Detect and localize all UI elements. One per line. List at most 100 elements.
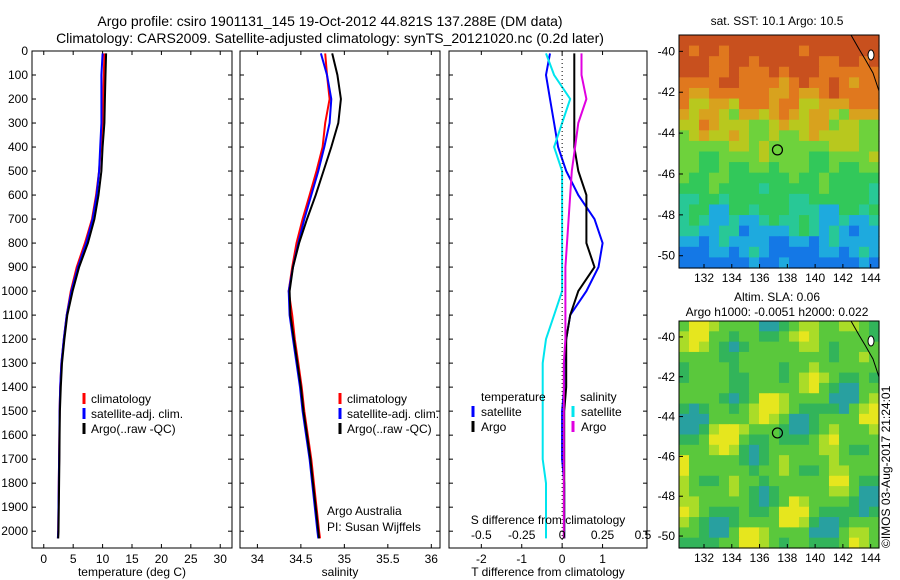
map-cell <box>829 35 840 47</box>
y-tick-label: 0 <box>21 44 28 58</box>
x-tick-label: 0 <box>40 552 47 566</box>
map-cell <box>699 496 710 508</box>
map-cell <box>779 151 790 163</box>
map-cell <box>839 66 850 78</box>
map-cell <box>739 98 750 110</box>
map-cell <box>799 77 810 89</box>
difference-panel: -2 -1 0 1T difference from climatology tempe… <box>448 50 652 579</box>
map-cell <box>689 372 700 384</box>
map-cell <box>769 87 780 100</box>
map-cell <box>709 204 720 216</box>
map-cell <box>809 204 820 216</box>
map-cell <box>679 403 690 415</box>
map-cell <box>699 183 710 195</box>
map-cell <box>689 119 700 131</box>
map-cell <box>739 382 750 394</box>
y-tick-label: 2000 <box>1 524 28 538</box>
map-cell <box>839 172 850 184</box>
map-cell <box>839 372 850 384</box>
map-cell <box>869 351 880 363</box>
map-cell <box>869 506 880 518</box>
map-cell <box>779 45 790 57</box>
map-cell <box>789 527 800 539</box>
legend-label: satellite-adj. clim. <box>91 407 183 421</box>
map-cell <box>869 225 880 237</box>
map-cell <box>749 215 760 227</box>
map-cell <box>859 119 870 131</box>
map-cell <box>819 204 830 216</box>
map-cell <box>679 215 690 227</box>
map-cell <box>819 475 830 487</box>
map-cell <box>849 151 860 163</box>
map-cell <box>779 183 790 195</box>
map-cell <box>859 455 870 467</box>
map-cell <box>679 183 690 195</box>
map-cell <box>739 246 750 259</box>
map-cell <box>869 140 880 153</box>
map-cell <box>749 236 760 248</box>
map-cell <box>769 172 780 184</box>
y-tick-label: 1100 <box>2 308 28 322</box>
map-cell <box>739 172 750 184</box>
map-cell <box>809 382 820 394</box>
map-cell <box>859 341 870 353</box>
map-cell <box>789 151 800 163</box>
map-cell <box>749 434 760 446</box>
map-cell <box>719 45 730 57</box>
map-cell <box>869 362 880 374</box>
map-cell <box>839 246 850 259</box>
map-cell <box>729 77 740 89</box>
map-cell <box>689 434 700 446</box>
map-cell <box>869 403 880 415</box>
map-cell <box>869 56 880 68</box>
map-cell <box>859 496 870 508</box>
map-cell <box>809 225 820 237</box>
map-cell <box>699 413 710 425</box>
map-cell <box>869 475 880 487</box>
map-cell <box>799 257 810 269</box>
map-cell <box>699 403 710 415</box>
map-cell <box>699 56 710 68</box>
map-cell <box>809 109 820 121</box>
map-cell <box>829 236 840 248</box>
secondary-tick-label: 0 <box>559 528 566 542</box>
map-cell <box>819 331 830 343</box>
y-tick-label: 1800 <box>1 476 28 490</box>
map-cell <box>799 35 810 47</box>
map-cell <box>709 246 720 259</box>
map-cell <box>699 45 710 57</box>
map-cell <box>849 56 860 68</box>
map-cell <box>829 496 840 508</box>
map-cell <box>719 215 730 227</box>
map-cell <box>869 119 880 131</box>
map-cell <box>749 465 760 477</box>
map-cell <box>839 527 850 539</box>
map-cell <box>779 424 790 436</box>
map-cell <box>719 87 730 100</box>
map-cell <box>709 77 720 89</box>
x-tick-label: 140 <box>805 271 825 285</box>
map-cell <box>749 140 760 153</box>
series-line <box>563 53 596 539</box>
map-cell <box>819 413 830 425</box>
map-cell <box>729 172 740 184</box>
map-cell <box>819 162 830 174</box>
map-cell <box>679 66 690 78</box>
map-cell <box>769 537 780 549</box>
map-cell <box>769 331 780 343</box>
map-cell <box>809 434 820 446</box>
map-cell <box>869 35 880 47</box>
map-cell <box>709 496 720 508</box>
map-cell <box>859 393 870 405</box>
map-cell <box>799 413 810 425</box>
map-cell <box>819 130 830 142</box>
x-tick-label: 138 <box>777 551 797 565</box>
map-cell <box>779 475 790 487</box>
map-cell <box>759 98 770 110</box>
map-cell <box>759 35 770 47</box>
map-cell <box>809 183 820 195</box>
map-cell <box>759 506 770 518</box>
map-cell <box>779 193 790 206</box>
map-cell <box>829 172 840 184</box>
map-cell <box>859 87 870 100</box>
